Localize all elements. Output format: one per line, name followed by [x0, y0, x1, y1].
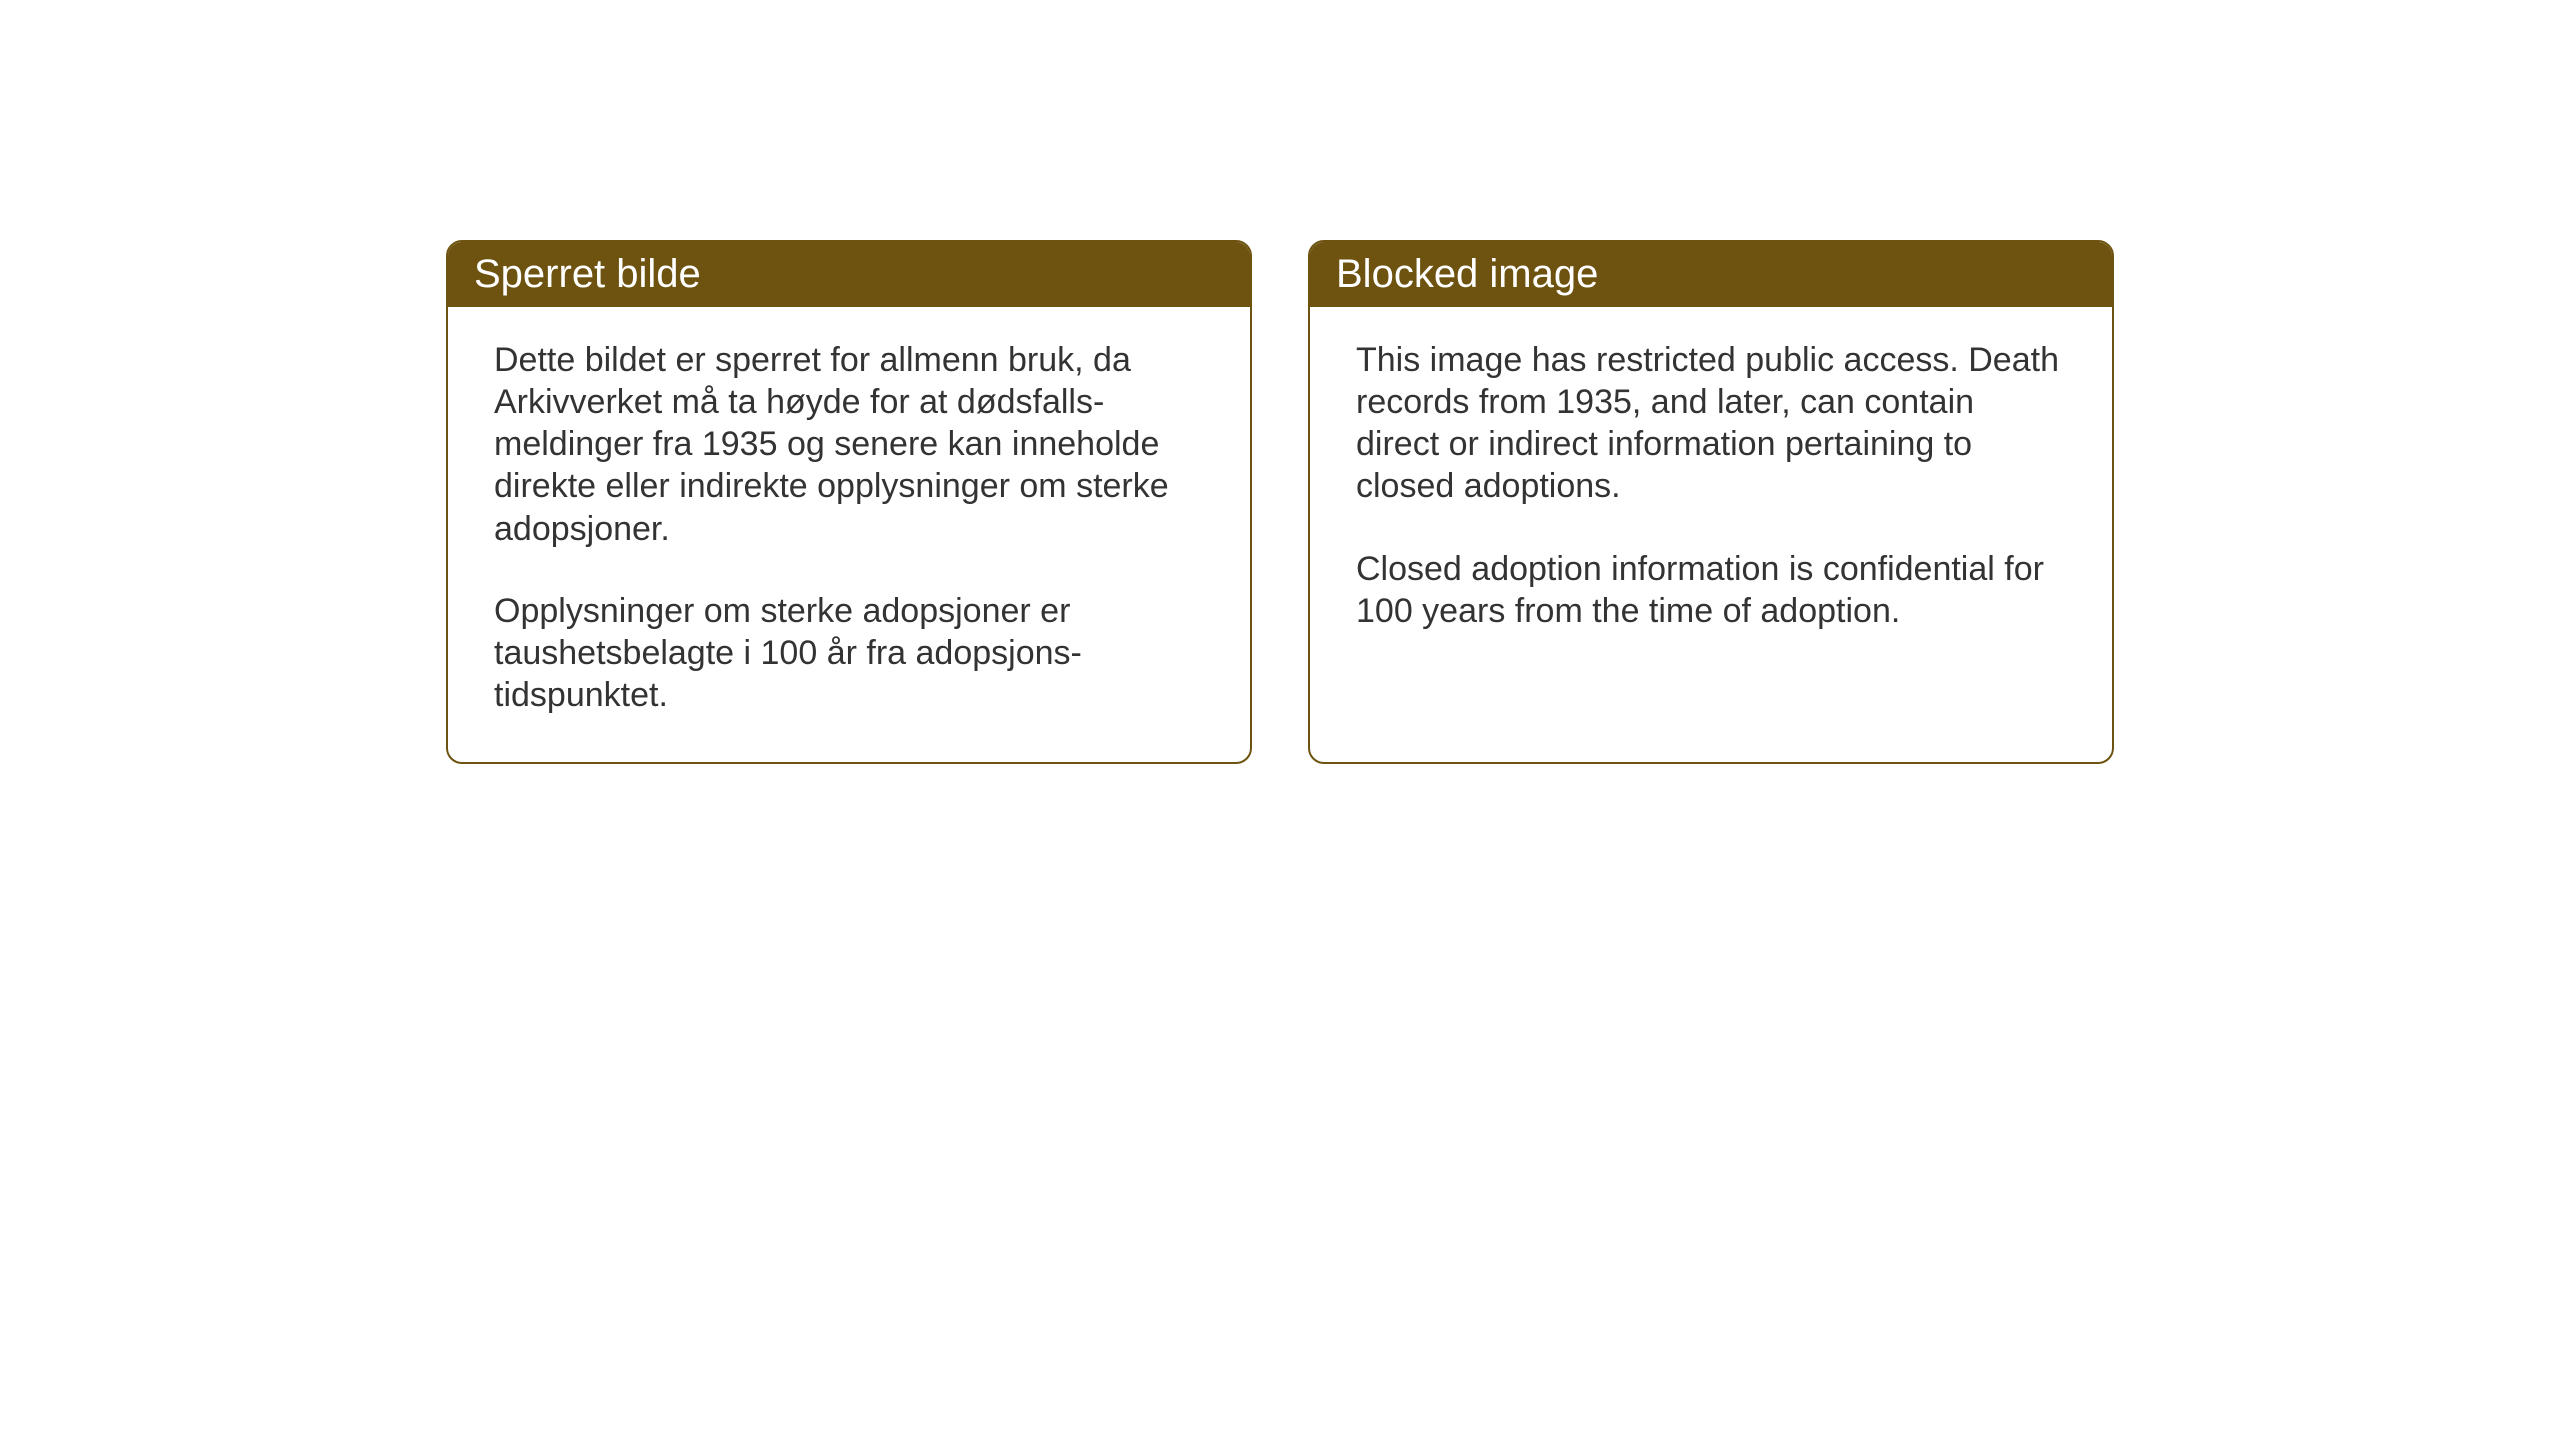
card-header-norwegian: Sperret bilde — [448, 242, 1250, 307]
card-body-english: This image has restricted public access.… — [1310, 307, 2112, 751]
card-title-english: Blocked image — [1336, 252, 1598, 296]
card-body-norwegian: Dette bildet er sperret for allmenn bruk… — [448, 307, 1250, 762]
card-norwegian: Sperret bilde Dette bildet er sperret fo… — [446, 240, 1252, 764]
card-paragraph: Opplysninger om sterke adopsjoner er tau… — [494, 590, 1204, 716]
card-title-norwegian: Sperret bilde — [474, 252, 701, 296]
card-paragraph: Closed adoption information is confident… — [1356, 548, 2066, 632]
card-paragraph: Dette bildet er sperret for allmenn bruk… — [494, 339, 1204, 550]
cards-container: Sperret bilde Dette bildet er sperret fo… — [446, 240, 2114, 764]
card-header-english: Blocked image — [1310, 242, 2112, 307]
card-paragraph: This image has restricted public access.… — [1356, 339, 2066, 508]
card-english: Blocked image This image has restricted … — [1308, 240, 2114, 764]
